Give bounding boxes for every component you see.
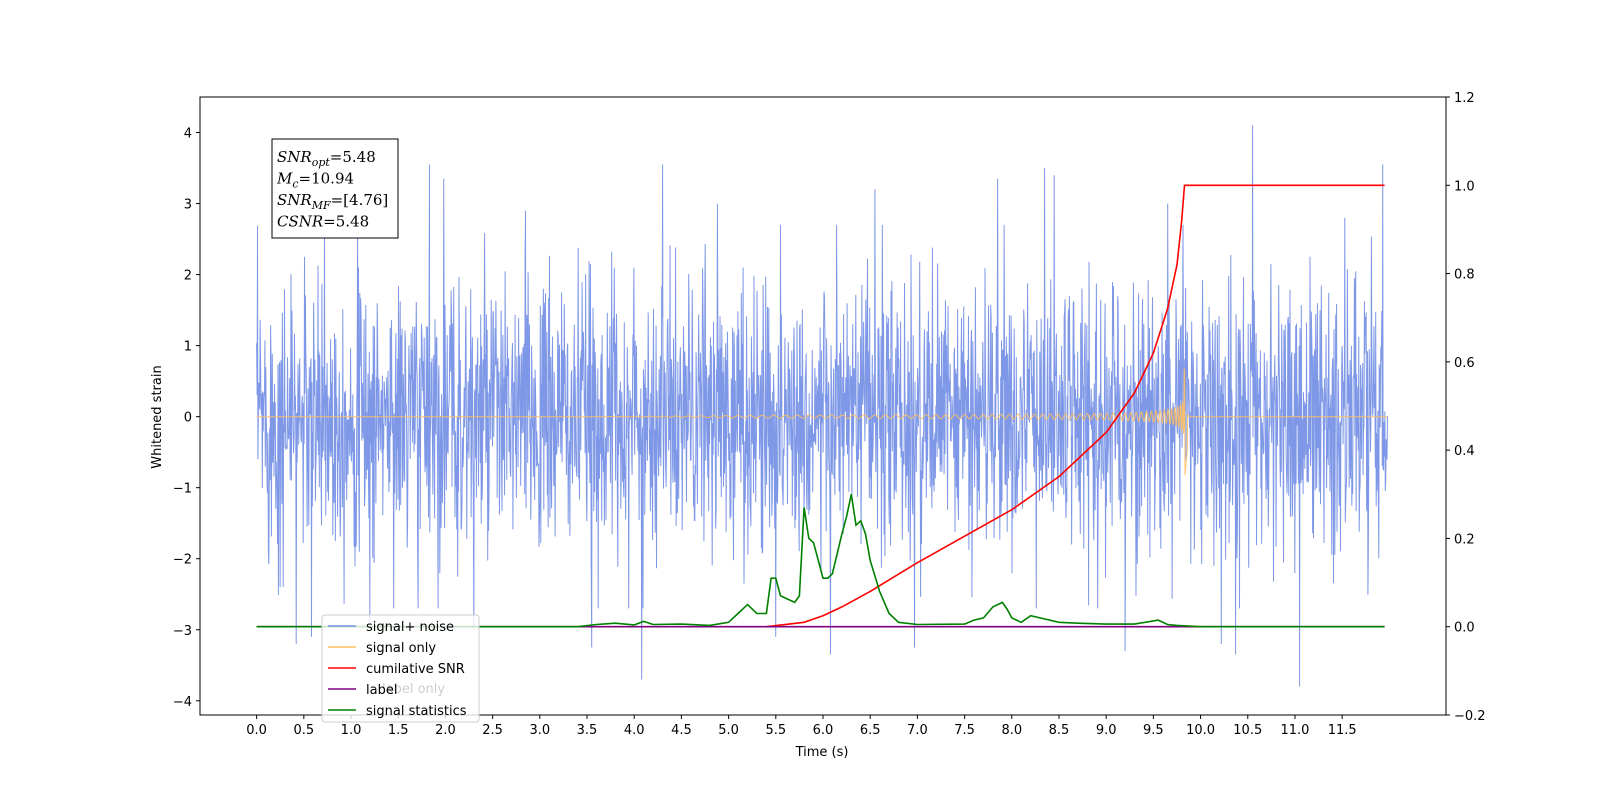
axis-ticks: 0.0 0.5 1.0 1.5 2.0 2.5 3.0 3.5 4.0 4.5 5.0 5.5 6.0 6… xyxy=(173,91,1486,738)
y-left-tick-label: −1 xyxy=(173,482,192,497)
y-right-tick-label: 0.6 xyxy=(1454,356,1475,371)
y-left-tick-label: 2 xyxy=(184,269,192,284)
y-left-tick-label: 4 xyxy=(184,127,192,142)
annotation-line: CSNR=5.48 xyxy=(277,213,369,231)
series-signal-only xyxy=(256,368,1388,476)
annotation-line: SNRMF=[4.76] xyxy=(277,191,388,212)
x-tick-label: 4.5 xyxy=(671,723,692,738)
series-signal-noise xyxy=(256,125,1388,687)
x-tick-label: 5.0 xyxy=(718,723,739,738)
series-cumilative-snr xyxy=(766,184,1385,628)
y-right-tick-label: 0.8 xyxy=(1454,268,1475,283)
x-tick-label: 1.0 xyxy=(341,723,362,738)
x-tick-label: 0.0 xyxy=(246,723,267,738)
x-tick-label: 0.5 xyxy=(293,723,314,738)
y-right-tick-label: 0.2 xyxy=(1454,532,1475,547)
y-left-tick-label: 1 xyxy=(184,340,192,355)
x-tick-label: 7.0 xyxy=(907,723,928,738)
x-tick-label: 9.0 xyxy=(1096,723,1117,738)
x-tick-label: 10.5 xyxy=(1233,723,1262,738)
x-tick-label: 9.5 xyxy=(1143,723,1164,738)
x-tick-label: 4.0 xyxy=(624,723,645,738)
series-signal-statistics xyxy=(256,494,1385,628)
y-right-tick-label: 1.0 xyxy=(1454,179,1475,194)
x-tick-label: 3.5 xyxy=(577,723,598,738)
x-tick-label: 11.5 xyxy=(1328,723,1357,738)
x-tick-label: 2.5 xyxy=(482,723,503,738)
y-left-tick-label: −2 xyxy=(173,553,192,568)
y-left-tick-label: 3 xyxy=(184,198,192,213)
y-axis-label-left: Whitened strain xyxy=(150,365,165,468)
x-tick-label: 3.0 xyxy=(529,723,550,738)
x-tick-label: 8.0 xyxy=(1001,723,1022,738)
legend-label: signal statistics xyxy=(366,704,467,719)
x-tick-label: 11.0 xyxy=(1280,723,1309,738)
legend-label: signal only xyxy=(366,641,436,656)
x-tick-label: 10.0 xyxy=(1186,723,1215,738)
y-right-tick-label: 0.0 xyxy=(1454,621,1475,636)
y-right-tick-label: 0.4 xyxy=(1454,444,1475,459)
legend-frame xyxy=(321,614,480,723)
x-tick-label: 1.5 xyxy=(388,723,409,738)
x-tick-label: 7.5 xyxy=(954,723,975,738)
y-left-tick-label: −3 xyxy=(173,624,192,639)
y-left-tick-label: −4 xyxy=(173,695,192,710)
x-axis-label: Time (s) xyxy=(795,745,849,760)
legend-label: label xyxy=(366,683,397,698)
x-tick-label: 8.5 xyxy=(1049,723,1070,738)
annotation-line: Mc=10.94 xyxy=(276,170,354,191)
legend-label: cumilative SNR xyxy=(366,662,465,677)
legend-label: signal+ noise xyxy=(366,620,454,635)
x-tick-label: 2.0 xyxy=(435,723,456,738)
x-tick-label: 5.5 xyxy=(765,723,786,738)
y-right-tick-label: 1.2 xyxy=(1454,91,1475,106)
x-tick-label: 6.5 xyxy=(860,723,881,738)
y-right-tick-label: −0.2 xyxy=(1454,709,1486,724)
y-left-tick-label: 0 xyxy=(184,411,192,426)
annotation-line: SNRopt=5.48 xyxy=(277,148,376,169)
x-tick-label: 6.0 xyxy=(813,723,834,738)
annotation-frame xyxy=(271,138,399,239)
